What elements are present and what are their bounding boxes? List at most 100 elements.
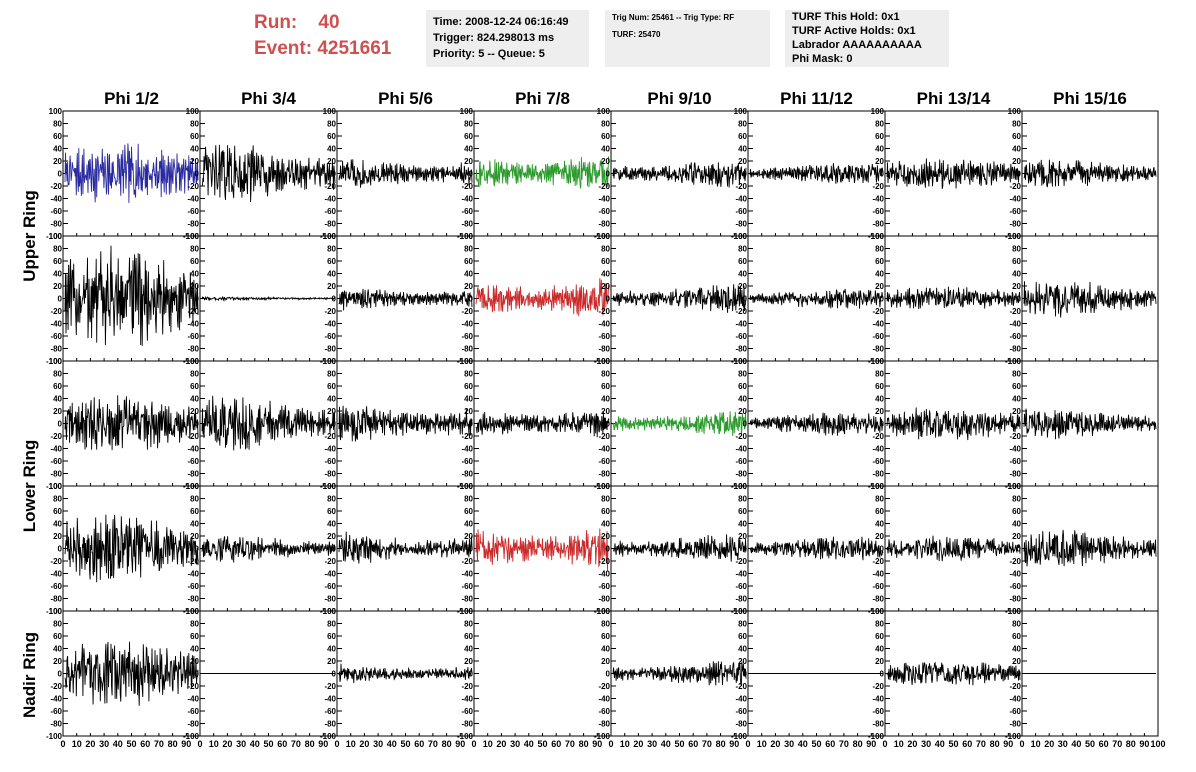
y-tick-label-r0-c6-2: 60 (875, 132, 884, 141)
x-tick-label-c5-9: 90 (866, 739, 876, 749)
y-tick-label-r1-c6-1: 80 (875, 245, 884, 254)
y-tick-label-r0-c1-9: -80 (187, 220, 199, 229)
y-tick-label-r4-c5-5: 0 (743, 670, 748, 679)
x-tick-label-c1-8: 80 (305, 739, 315, 749)
x-tick-label-c0-7: 70 (154, 739, 164, 749)
event-value: 4251661 (317, 38, 392, 59)
trig-info-box: Trig Num: 25461 -- Trig Type: RF TURF: 2… (605, 10, 770, 67)
y-tick-label-r2-c1-2: 60 (190, 382, 199, 391)
y-tick-label-r0-c3-6: -20 (461, 182, 473, 191)
y-tick-label-r2-c1-9: -80 (187, 470, 199, 479)
y-tick-label-r3-c1-6: -20 (187, 557, 199, 566)
x-tick-label-c0-4: 40 (113, 739, 123, 749)
x-tick-label-c5-4: 40 (798, 739, 808, 749)
y-tick-label-r3-c5-2: 60 (738, 507, 747, 516)
y-tick-label-r1-c6-3: 40 (875, 270, 884, 279)
y-tick-label-r1-c1-6: -20 (187, 307, 199, 316)
y-tick-label-r0-c2-3: 40 (327, 145, 336, 154)
y-tick-label-r0-c4-5: 0 (606, 170, 611, 179)
x-tick-label-c5-3: 30 (784, 739, 794, 749)
waveform-r1-c7 (1023, 281, 1157, 318)
y-tick-label-r3-c0-5: 0 (58, 545, 63, 554)
y-tick-label-r3-c5-7: -40 (735, 570, 747, 579)
y-tick-label-r1-c3-2: 60 (464, 257, 473, 266)
y-tick-label-r2-c6-8: -60 (872, 457, 884, 466)
y-tick-label-r3-c3-5: 0 (469, 545, 474, 554)
y-tick-label-r4-c7-6: -20 (1009, 682, 1021, 691)
y-tick-label-r0-c2-5: 0 (332, 170, 337, 179)
y-tick-label-r3-c0-6: -20 (50, 557, 62, 566)
y-tick-label-r2-c2-3: 40 (327, 395, 336, 404)
y-tick-label-r2-c4-3: 40 (601, 395, 610, 404)
x-tick-label-c2-8: 80 (442, 739, 452, 749)
y-tick-label-r1-c4-4: 20 (601, 282, 610, 291)
x-tick-label-c2-9: 90 (455, 739, 465, 749)
waveform-r3-c1 (201, 536, 336, 563)
y-tick-label-r1-c2-0: 100 (323, 232, 337, 241)
y-tick-label-r3-c3-0: 100 (460, 482, 474, 491)
y-tick-label-r4-c7-0: 100 (1008, 607, 1022, 616)
x-tick-label-c6-6: 60 (962, 739, 972, 749)
y-tick-label-r4-c1-7: -40 (187, 695, 199, 704)
x-tick-label-c1-5: 50 (263, 739, 273, 749)
y-tick-label-r4-c3-6: -20 (461, 682, 473, 691)
y-tick-label-r2-c6-0: 100 (871, 357, 885, 366)
y-tick-label-r0-c7-5: 0 (1017, 170, 1022, 179)
x-tick-label-c1-1: 10 (209, 739, 219, 749)
y-tick-label-r1-c4-8: -60 (598, 332, 610, 341)
y-tick-label-r2-c6-6: -20 (872, 432, 884, 441)
y-tick-label-r2-c2-6: -20 (324, 432, 336, 441)
y-tick-label-r1-c3-6: -20 (461, 307, 473, 316)
y-tick-label-r2-c0-0: 100 (49, 357, 63, 366)
y-tick-label-r2-c0-1: 80 (53, 370, 62, 379)
y-tick-label-r1-c0-5: 0 (58, 295, 63, 304)
y-tick-label-r1-c2-4: 20 (327, 282, 336, 291)
y-tick-label-r0-c0-10: -100 (46, 232, 63, 241)
y-tick-label-r2-c5-0: 100 (734, 357, 748, 366)
y-tick-label-r2-c6-2: 60 (875, 382, 884, 391)
y-tick-label-r0-c7-8: -60 (1009, 207, 1021, 216)
y-tick-label-r0-c0-6: -20 (50, 182, 62, 191)
waveform-r2-c5 (749, 412, 884, 436)
y-tick-label-r0-c6-4: 20 (875, 157, 884, 166)
waveform-r1-c3 (475, 278, 610, 317)
y-tick-label-r2-c1-1: 80 (190, 370, 199, 379)
y-tick-label-r0-c1-6: -20 (187, 182, 199, 191)
y-tick-label-r0-c6-5: 0 (880, 170, 885, 179)
y-tick-label-r0-c3-2: 60 (464, 132, 473, 141)
y-tick-label-r0-c0-9: -80 (50, 220, 62, 229)
y-tick-label-r0-c5-7: -40 (735, 195, 747, 204)
y-tick-label-r2-c7-9: -80 (1009, 470, 1021, 479)
column-header-1: Phi 1/2 (104, 89, 159, 108)
x-tick-label-c6-3: 30 (921, 739, 931, 749)
y-tick-label-r2-c4-9: -80 (598, 470, 610, 479)
y-tick-label-r0-c2-8: -60 (324, 207, 336, 216)
y-tick-label-r0-c6-9: -80 (872, 220, 884, 229)
y-tick-label-r0-c6-8: -60 (872, 207, 884, 216)
y-tick-label-r3-c7-1: 80 (1012, 495, 1021, 504)
y-tick-label-r0-c3-3: 40 (464, 145, 473, 154)
x-tick-label-c3-4: 40 (524, 739, 534, 749)
y-tick-label-r2-c3-5: 0 (469, 420, 474, 429)
y-tick-label-r2-c5-2: 60 (738, 382, 747, 391)
y-tick-label-r3-c7-0: 100 (1008, 482, 1022, 491)
time-line: Time: 2008-12-24 06:16:49 (433, 16, 569, 28)
x-tick-label-c2-7: 70 (428, 739, 438, 749)
y-tick-label-r3-c6-9: -80 (872, 595, 884, 604)
waveform-r1-c6 (886, 286, 1021, 309)
y-tick-label-r0-c7-1: 80 (1012, 120, 1021, 129)
x-tick-label-c6-0: 0 (882, 739, 887, 749)
y-tick-label-r3-c2-1: 80 (327, 495, 336, 504)
y-tick-label-r1-c7-3: 40 (1012, 270, 1021, 279)
y-tick-label-r2-c4-7: -40 (598, 445, 610, 454)
y-tick-label-r4-c0-7: -40 (50, 695, 62, 704)
y-tick-label-r0-c6-3: 40 (875, 145, 884, 154)
y-tick-label-r0-c3-9: -80 (461, 220, 473, 229)
x-tick-label-c0-0: 0 (60, 739, 65, 749)
y-tick-label-r2-c1-5: 0 (195, 420, 200, 429)
y-tick-label-r2-c6-4: 20 (875, 407, 884, 416)
y-tick-label-r4-c6-2: 60 (875, 632, 884, 641)
y-tick-label-r0-c2-6: -20 (324, 182, 336, 191)
x-tick-label-c7-2: 20 (1044, 739, 1054, 749)
y-tick-label-r4-c6-9: -80 (872, 720, 884, 729)
